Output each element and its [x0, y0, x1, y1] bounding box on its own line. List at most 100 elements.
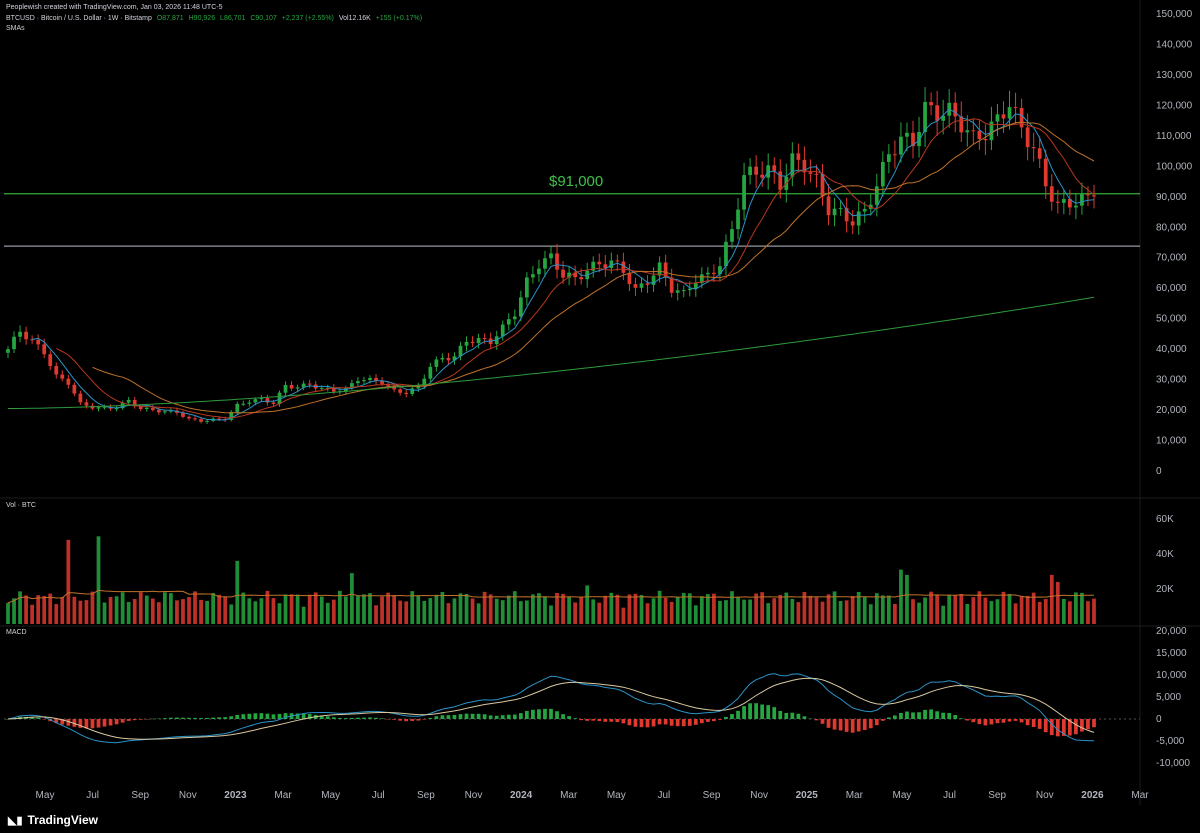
- candle-body: [862, 208, 867, 212]
- macd-histogram-bar: [712, 719, 716, 722]
- vol-value: Vol12.16K: [338, 15, 371, 22]
- volume-bar: [591, 599, 596, 624]
- volume-bar: [627, 594, 632, 624]
- candle-body: [874, 186, 879, 205]
- macd-histogram-bar: [283, 713, 288, 719]
- candle-body: [796, 153, 801, 160]
- volume-bar: [181, 599, 185, 624]
- candle-body: [657, 262, 662, 276]
- volume-bar: [699, 596, 704, 624]
- time-tick-label: Nov: [750, 790, 768, 801]
- tradingview-logo-icon: ◣▮: [8, 814, 23, 827]
- macd-histogram-bar: [627, 719, 632, 726]
- volume-bar: [72, 596, 77, 624]
- candle-body: [808, 172, 813, 174]
- macd-histogram-bar: [319, 715, 324, 719]
- candle-body: [24, 331, 28, 340]
- volume-pane-label[interactable]: Vol · BTC: [6, 502, 39, 509]
- price-tick-label: 90,000: [1156, 192, 1187, 203]
- candle-body: [446, 357, 451, 361]
- time-tick-label: Jul: [658, 790, 671, 801]
- macd-histogram-bar: [555, 711, 559, 719]
- candle-body: [428, 366, 433, 379]
- volume-bar: [621, 607, 626, 624]
- macd-histogram-bar: [868, 719, 873, 729]
- candle-body: [579, 277, 584, 280]
- candle-body: [253, 399, 258, 403]
- tradingview-logo[interactable]: ◣▮ TradingView: [8, 813, 98, 827]
- time-tick-label: May: [893, 790, 912, 801]
- volume-bar: [518, 601, 523, 624]
- volume-bar: [573, 602, 578, 624]
- volume-bar: [579, 596, 584, 624]
- time-tick-label: May: [321, 790, 340, 801]
- macd-histogram-bar: [561, 714, 565, 719]
- candle-body: [1019, 107, 1024, 128]
- volume-bar: [259, 598, 264, 624]
- candle-body: [18, 331, 22, 337]
- time-tick-label: Nov: [465, 790, 483, 801]
- volume-bar: [615, 594, 620, 624]
- time-tick-label: Sep: [988, 790, 1006, 801]
- volume-bar: [633, 593, 638, 624]
- candle-body: [669, 277, 674, 293]
- macd-histogram-bar: [543, 708, 547, 719]
- volume-bar: [760, 592, 765, 624]
- macd-pane-label[interactable]: MACD: [6, 629, 30, 636]
- volume-bar: [253, 601, 258, 624]
- volume-bar: [162, 592, 167, 624]
- candle-body: [1031, 147, 1036, 149]
- candle-body: [150, 407, 155, 411]
- macd-histogram-bar: [422, 719, 427, 720]
- credit-text: Peoplewish created with TradingView.com,…: [6, 4, 223, 11]
- volume-bar: [1007, 593, 1012, 624]
- macd-histogram-bar: [162, 718, 167, 719]
- volume-bar: [1031, 592, 1036, 624]
- volume-bar: [844, 600, 849, 624]
- candle-body: [675, 290, 680, 293]
- volume-tick-label: 20K: [1156, 584, 1174, 595]
- candle-body: [832, 208, 837, 216]
- volume-bar: [953, 595, 958, 624]
- candle-body: [126, 399, 131, 403]
- candle-body: [60, 374, 65, 379]
- macd-histogram-bar: [941, 712, 946, 719]
- candle-body: [899, 136, 903, 155]
- price-tick-label: 70,000: [1156, 253, 1187, 264]
- macd-histogram-bar: [718, 719, 722, 720]
- volume-bar: [187, 597, 191, 624]
- volume-bar: [211, 593, 216, 624]
- volume-bar: [114, 596, 119, 624]
- candle-body: [283, 384, 288, 393]
- volume-bar: [790, 598, 795, 624]
- macd-signal-line: [7, 677, 1095, 740]
- macd-histogram-bar: [1086, 719, 1090, 730]
- macd-histogram-bar: [343, 718, 348, 719]
- indicator-legend[interactable]: SMAs: [6, 25, 28, 32]
- volume-bar: [144, 595, 149, 624]
- volume-bar: [874, 593, 879, 624]
- candle-body: [754, 166, 759, 175]
- candle-body: [524, 277, 529, 298]
- macd-histogram-bar: [742, 706, 746, 719]
- candle-body: [663, 262, 668, 278]
- macd-histogram-bar: [96, 719, 101, 728]
- volume-bar: [549, 605, 553, 624]
- volume-bar: [645, 603, 650, 624]
- candle-body: [760, 174, 765, 178]
- volume-bar: [301, 606, 306, 624]
- candle-body: [434, 359, 439, 367]
- macd-tick-label: 0: [1156, 714, 1162, 725]
- volume-bar: [537, 593, 541, 624]
- volume-bar: [820, 601, 825, 624]
- volume-bar: [410, 591, 415, 624]
- symbol-legend[interactable]: BTCUSD · Bitcoin / U.S. Dollar · 1W · Bi…: [6, 15, 425, 22]
- candle-body: [271, 402, 276, 405]
- macd-histogram-bar: [905, 711, 909, 719]
- candle-body: [705, 272, 710, 275]
- volume-bar: [150, 598, 155, 624]
- candle-body: [325, 387, 330, 389]
- time-tick-label: Sep: [417, 790, 435, 801]
- macd-histogram-bar: [651, 719, 656, 727]
